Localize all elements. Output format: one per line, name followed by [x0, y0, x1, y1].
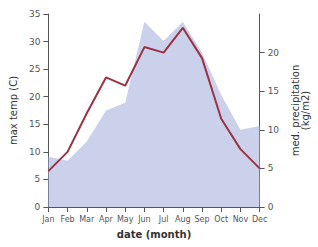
svg-text:0: 0: [268, 202, 274, 212]
svg-text:35: 35: [29, 9, 40, 19]
svg-text:0: 0: [35, 202, 41, 212]
svg-text:Jul: Jul: [158, 215, 169, 224]
svg-text:med. precipitation: med. precipitation: [289, 64, 301, 157]
svg-text:Nov: Nov: [233, 215, 249, 224]
svg-text:Feb: Feb: [60, 215, 74, 224]
svg-text:Oct: Oct: [214, 215, 228, 224]
svg-text:20: 20: [29, 92, 41, 102]
svg-text:25: 25: [29, 64, 40, 74]
svg-text:(kg/m2): (kg/m2): [300, 91, 311, 131]
svg-text:5: 5: [35, 174, 41, 184]
svg-text:date (month): date (month): [117, 229, 191, 240]
svg-text:Jun: Jun: [137, 215, 151, 224]
svg-text:5: 5: [268, 163, 274, 173]
svg-text:Sep: Sep: [194, 215, 209, 224]
svg-text:Mar: Mar: [79, 215, 95, 224]
svg-text:15: 15: [268, 86, 279, 96]
svg-text:20: 20: [268, 48, 280, 58]
svg-text:30: 30: [29, 37, 41, 47]
svg-text:May: May: [117, 215, 134, 224]
svg-text:Aug: Aug: [175, 215, 191, 224]
svg-text:max temp (C): max temp (C): [8, 76, 19, 145]
svg-text:10: 10: [29, 147, 41, 157]
svg-text:Jan: Jan: [41, 215, 54, 224]
svg-text:Dec: Dec: [252, 215, 267, 224]
svg-text:15: 15: [29, 119, 40, 129]
svg-text:Apr: Apr: [99, 215, 114, 224]
svg-text:10: 10: [268, 125, 280, 135]
